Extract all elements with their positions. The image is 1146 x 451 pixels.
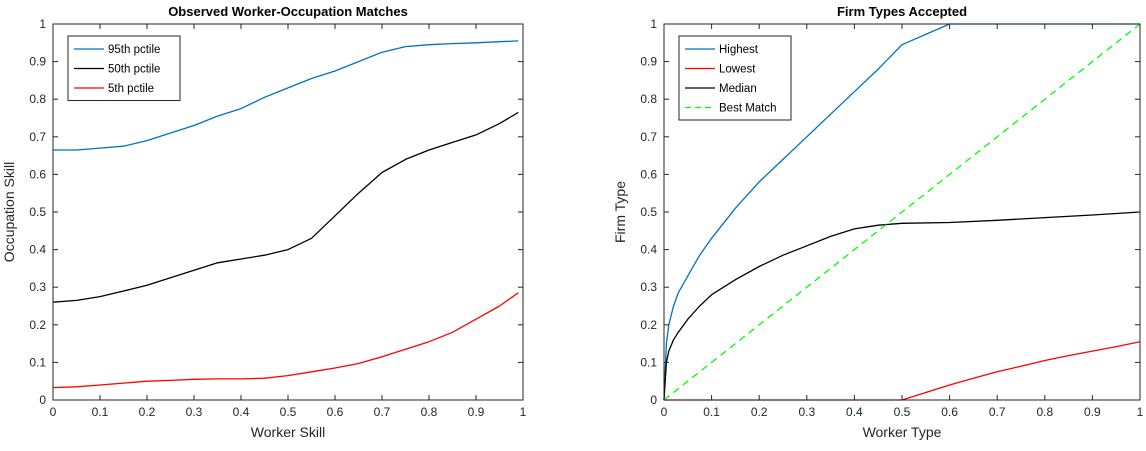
y-tick-label: 0.3 — [640, 280, 657, 294]
legend-entry: Median — [719, 83, 757, 95]
y-tick-label: 0.1 — [640, 355, 657, 369]
series-line-lowest — [664, 341, 1141, 401]
series-line-95th-pctile — [53, 40, 519, 151]
legend-box — [678, 35, 792, 121]
x-tick-label: 0.5 — [280, 405, 297, 419]
y-tick-label: 0 — [39, 393, 46, 407]
series-line-5th-pctile — [52, 292, 519, 389]
legend-entry: 95th pctile — [108, 44, 160, 56]
y-tick-label: 0.4 — [29, 243, 46, 257]
chart-1: 0 0.1 0.2 0.3 0.4 0.5 0.6 0.7 0.8 0.9 1 0 0.1 0.2 0.3 0… — [1, 4, 527, 440]
x-tick-label: 0.3 — [798, 405, 815, 419]
chart-title: Observed Worker-Occupation Matches — [168, 4, 408, 19]
x-tick-label: 0.7 — [374, 405, 391, 419]
x-axis-label: Worker Type — [863, 424, 942, 440]
legend: 95th pctile 50th pctile 5th pctile — [67, 35, 181, 101]
x-tick-label: 0.8 — [421, 405, 438, 419]
x-tick-label: 0.2 — [139, 405, 156, 419]
y-axis-label: Firm Type — [612, 181, 628, 243]
legend-entry: 50th pctile — [108, 64, 160, 76]
legend-entry: Lowest — [719, 64, 756, 76]
y-tick-label: 0.5 — [29, 205, 46, 219]
y-tick-label: 0.7 — [29, 130, 46, 144]
x-tick-label: 0.3 — [186, 405, 203, 419]
x-tick-label: 0.4 — [846, 405, 863, 419]
y-tick-label: 0.2 — [640, 318, 657, 332]
series-line-50th-pctile — [52, 111, 519, 303]
chart-2: 0 0.1 0.2 0.3 0.4 0.5 0.6 0.7 0.8 0.9 1 0 0.1 0.2 0.3 0… — [612, 4, 1144, 440]
y-tick-label: 0.1 — [29, 355, 46, 369]
x-tick-label: 0.5 — [894, 405, 911, 419]
legend-entry: Highest — [719, 44, 759, 56]
x-tick-label: 0.1 — [92, 405, 109, 419]
y-tick-label: 0.9 — [640, 55, 657, 69]
y-tick-label: 0.2 — [29, 318, 46, 332]
y-tick-label: 0.5 — [640, 205, 657, 219]
y-tick-label: 0.9 — [29, 55, 46, 69]
x-tick-label: 0.6 — [327, 405, 344, 419]
y-tick-label: 1 — [650, 17, 657, 31]
y-tick-label: 0.7 — [640, 130, 657, 144]
x-tick-label: 0 — [50, 405, 57, 419]
legend-entry: 5th pctile — [108, 83, 154, 95]
series-group — [52, 40, 519, 389]
x-tick-label: 0.9 — [468, 405, 485, 419]
series-line-best-match — [663, 23, 1141, 401]
x-tick-label: 1 — [1137, 405, 1144, 419]
x-tick-label: 1 — [520, 405, 527, 419]
y-tick-label: 0.3 — [29, 280, 46, 294]
legend-entry: Best Match — [719, 103, 777, 115]
y-tick-label: 0.8 — [640, 92, 657, 106]
y-tick-label: 0.4 — [640, 243, 657, 257]
y-tick-label: 0.6 — [640, 167, 657, 181]
legend: Highest Lowest Median Best Match — [678, 35, 792, 121]
y-tick-label: 1 — [39, 17, 46, 31]
x-tick-label: 0.2 — [751, 405, 768, 419]
y-tick-label: 0 — [650, 393, 657, 407]
x-tick-label: 0.8 — [1036, 405, 1053, 419]
series-line-median — [663, 211, 1141, 401]
x-tick-label: 0 — [661, 405, 668, 419]
x-axis-label: Worker Skill — [251, 424, 325, 440]
x-tick-label: 0.7 — [989, 405, 1006, 419]
y-axis-label: Occupation Skill — [1, 162, 17, 262]
y-tick-label: 0.6 — [29, 167, 46, 181]
x-tick-label: 0.1 — [703, 405, 720, 419]
x-tick-label: 0.4 — [233, 405, 250, 419]
y-tick-label: 0.8 — [29, 92, 46, 106]
x-tick-label: 0.9 — [1084, 405, 1101, 419]
x-tick-label: 0.6 — [941, 405, 958, 419]
chart-title: Firm Types Accepted — [837, 4, 967, 19]
